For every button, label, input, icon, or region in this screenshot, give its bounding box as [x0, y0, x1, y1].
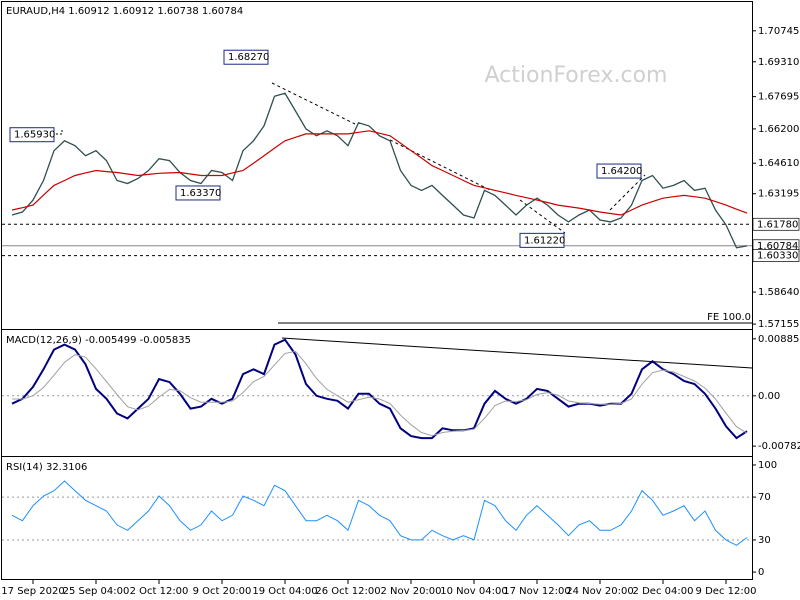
- annotation-box: [519, 232, 565, 248]
- y-tick-label: 0.00: [758, 391, 780, 402]
- annotation-box: [223, 49, 269, 65]
- y-tick-label: 100: [758, 460, 777, 471]
- x-tick-label: 2 Oct 12:00: [130, 586, 189, 597]
- y-tick-label: 1.64610: [758, 158, 799, 169]
- x-tick-label: 2 Nov 20:00: [380, 586, 441, 597]
- x-tick-label: 10 Nov 04:00: [440, 586, 507, 597]
- y-tick-label: -0.007826: [758, 441, 800, 452]
- panel-title: MACD(12,26,9) -0.005499 -0.005835: [6, 335, 191, 346]
- y-tick-label: 1.57155: [758, 319, 799, 330]
- level-label-box: [752, 249, 800, 262]
- x-tick-label: 19 Oct 04:00: [252, 586, 317, 597]
- annotation-box: [596, 163, 642, 179]
- annotation-label: 1.63370: [180, 188, 221, 199]
- x-tick-label: 9 Oct 20:00: [193, 586, 252, 597]
- y-tick-label: 1.67695: [758, 92, 799, 103]
- y-tick-label: 1.63195: [758, 189, 799, 200]
- series-line: [12, 350, 748, 437]
- watermark: ActionForex.com: [485, 63, 668, 88]
- series-line: [11, 130, 748, 216]
- y-tick-label: 0.008859: [758, 334, 800, 345]
- plot-frame: [1, 1, 753, 580]
- annotation-label: 1.61220: [524, 235, 565, 246]
- x-tick-label: 26 Oct 12:00: [315, 586, 380, 597]
- series-line: [11, 338, 748, 440]
- annotation-label: 1.64200: [601, 166, 642, 177]
- y-tick-label: 1.70745: [758, 26, 799, 37]
- x-tick-label: 17 Sep 2020: [1, 586, 64, 597]
- annotation-box: [175, 185, 221, 201]
- annotation-label: 1.65930: [14, 130, 55, 141]
- y-tick-label: 0: [758, 567, 764, 578]
- y-tick-label: 30: [758, 535, 771, 546]
- level-label: 1.60784: [757, 241, 798, 252]
- macd-trend-line: [281, 337, 753, 369]
- trend-line: [389, 139, 491, 191]
- level-label: 1.60330: [757, 251, 798, 262]
- x-tick-label: 2 Dec 04:00: [633, 586, 694, 597]
- series-line: [11, 480, 748, 546]
- trend-line: [609, 174, 646, 211]
- panel-title: RSI(14) 32.3106: [6, 462, 87, 473]
- level-label-box: [752, 217, 800, 231]
- y-tick-label: 1.58640: [758, 287, 799, 298]
- x-tick-label: 9 Dec 12:00: [696, 586, 757, 597]
- fe-label: FE 100.0: [707, 312, 751, 323]
- y-tick-label: 70: [758, 492, 771, 503]
- y-tick-label: 1.66200: [758, 124, 799, 135]
- level-label: 1.61780: [757, 219, 798, 230]
- annotation-label: 1.68270: [228, 52, 269, 63]
- x-tick-label: 17 Nov 12:00: [503, 586, 570, 597]
- annotation-box: [9, 127, 55, 143]
- y-tick-label: 1.69310: [758, 57, 799, 68]
- panel-title: EURAUD,H4 1.60912 1.60912 1.60738 1.6078…: [6, 6, 243, 17]
- x-tick-label: 25 Sep 04:00: [63, 586, 130, 597]
- x-tick-label: 24 Nov 20:00: [566, 586, 633, 597]
